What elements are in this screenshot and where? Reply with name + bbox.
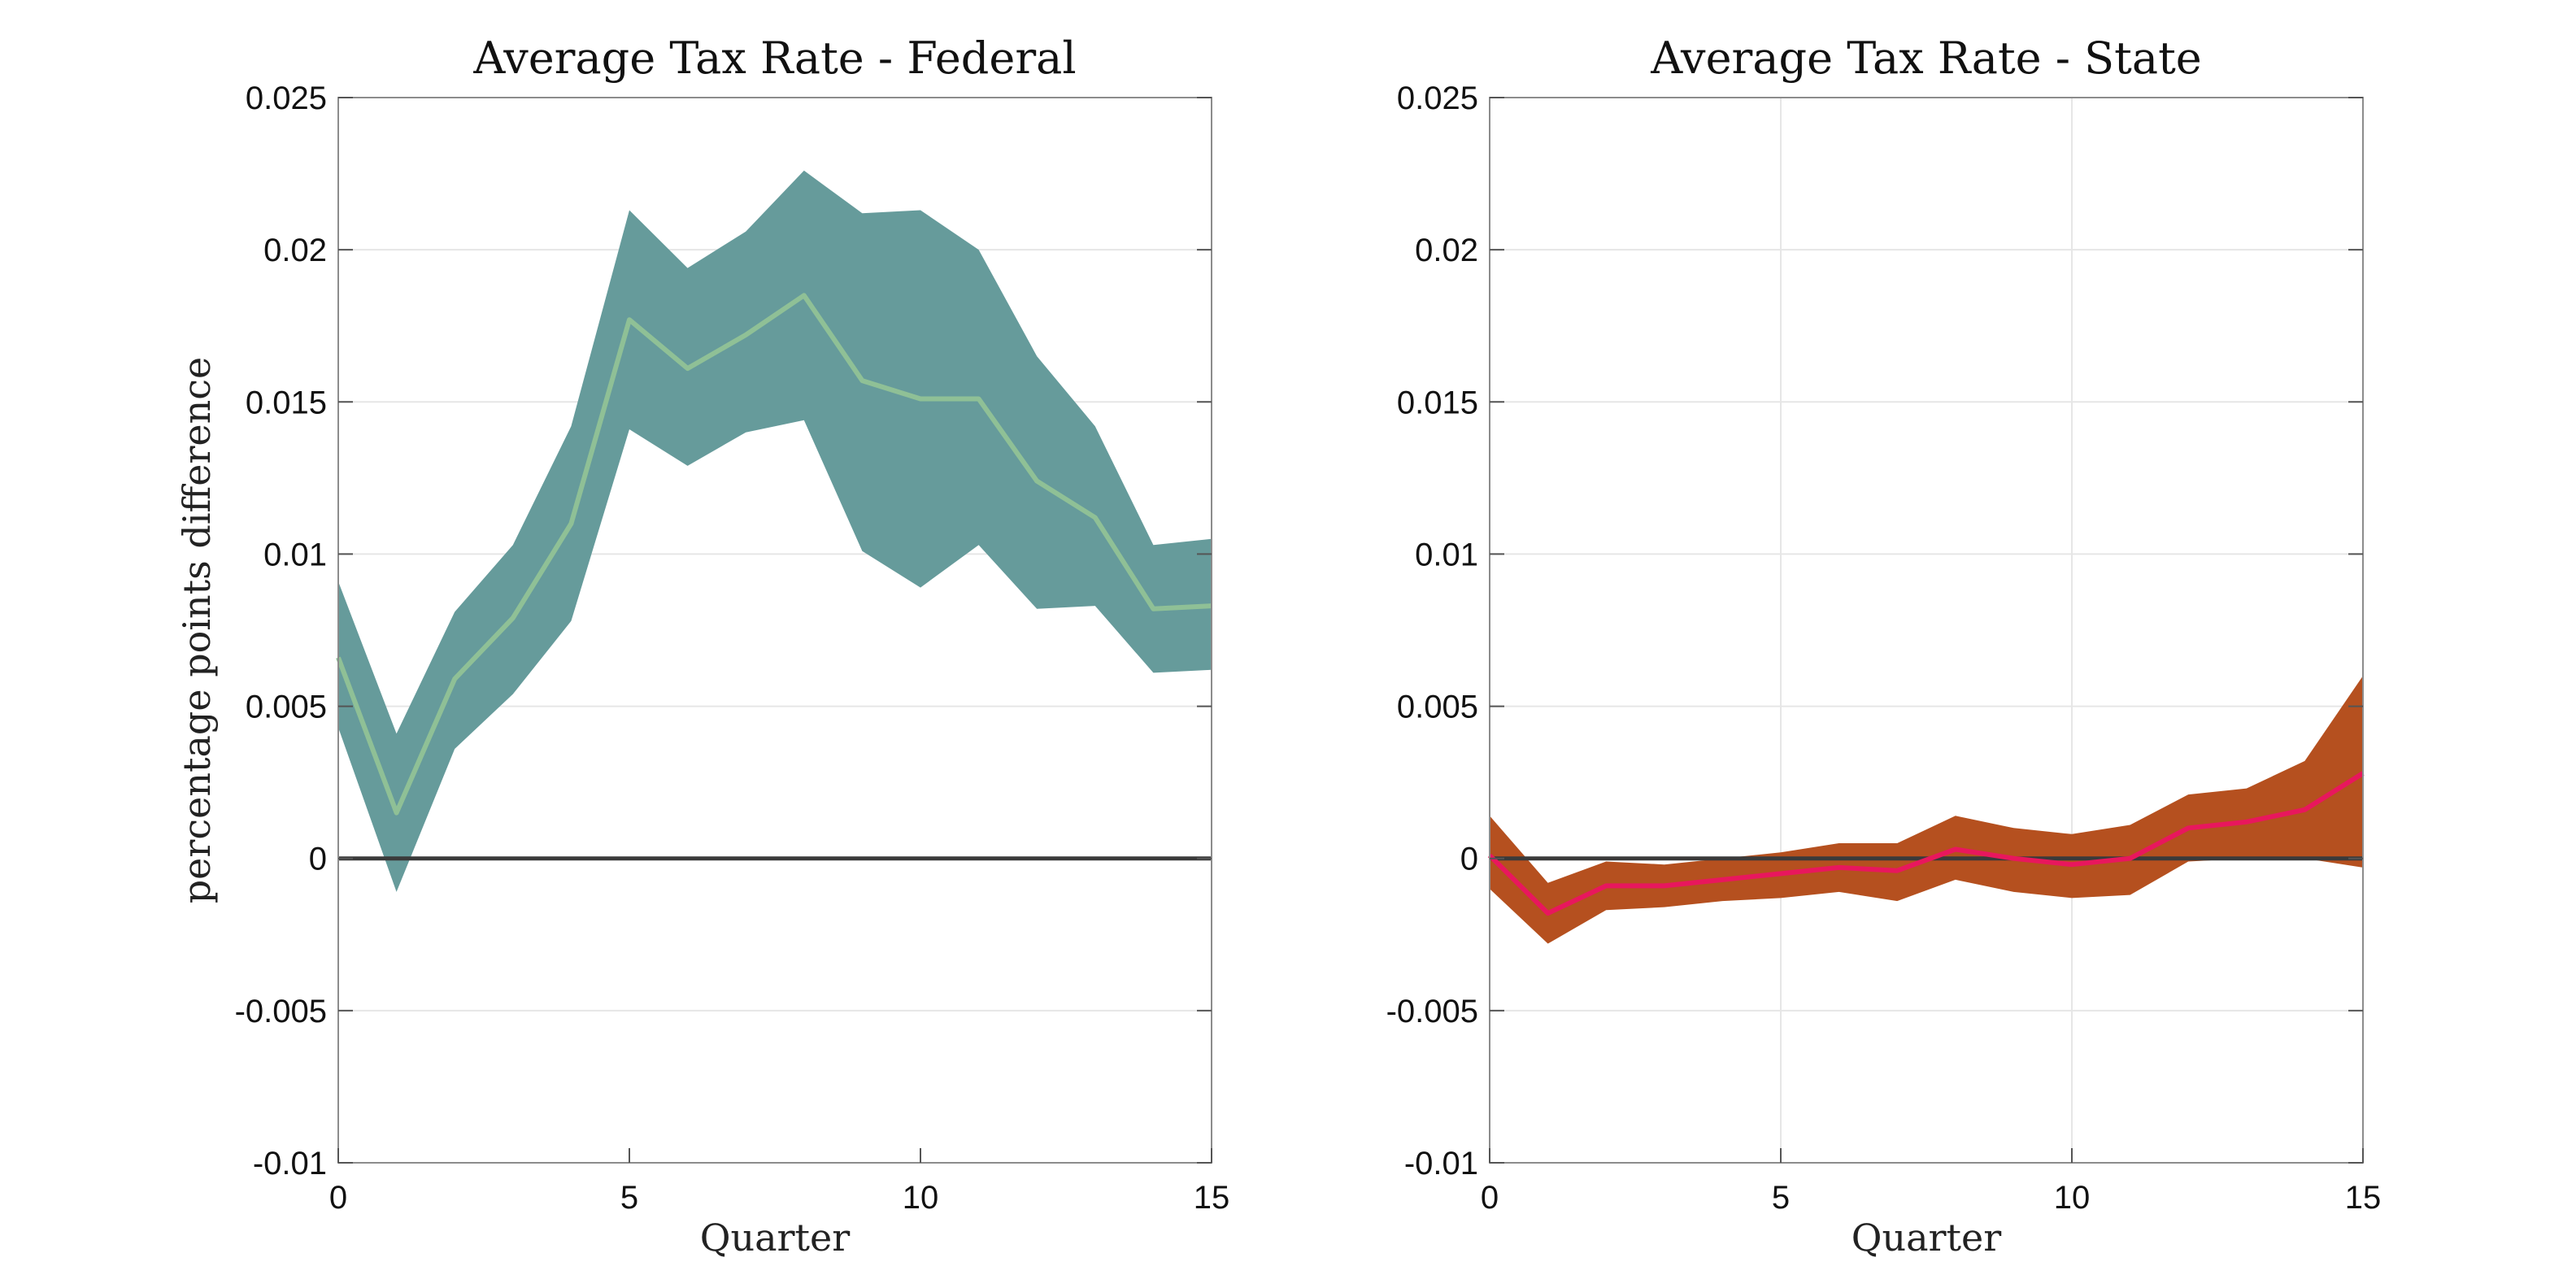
- panel-2-x-axis-label: Quarter: [1852, 1216, 2001, 1260]
- panel-1-axes-frame: [337, 97, 1212, 1164]
- panel-1-x-tick-label: 0: [329, 1180, 347, 1216]
- panel-2-y-tick-label: -0.01: [1404, 1146, 1478, 1181]
- panel-2-y-tick-label: 0.025: [1397, 80, 1478, 116]
- panel-1-y-tick-label: 0.02: [263, 233, 327, 268]
- panel-2-x-tick-label: 0: [1481, 1180, 1499, 1216]
- panel-2-y-tick-label: 0.01: [1415, 537, 1478, 572]
- panel-1-y-tick-label: -0.005: [235, 994, 327, 1029]
- panel-2-y-tick-label: -0.005: [1386, 994, 1478, 1029]
- panel-1-y-tick-label: 0.005: [246, 690, 327, 725]
- panel-2-y-tick-label: 0: [1460, 842, 1478, 877]
- panel-1-title: Average Tax Rate - Federal: [472, 33, 1076, 84]
- panel-2-y-tick-label: 0.015: [1397, 385, 1478, 420]
- panel-1-y-tick-label: -0.01: [253, 1146, 327, 1181]
- panel-1-estimate-line: [336, 293, 1212, 816]
- panel-1-x-tick-label: 10: [903, 1180, 939, 1216]
- panel-1-y-tick-label: 0.025: [246, 80, 327, 116]
- panel-1-y-axis-label: percentage points difference: [175, 357, 219, 904]
- panel-2-x-tick-label: 10: [2054, 1180, 2091, 1216]
- panel-2-x-tick-label: 15: [2345, 1180, 2382, 1216]
- panel-1-y-tick-label: 0.01: [263, 537, 327, 572]
- panel-2-y-tick-label: 0.005: [1397, 690, 1478, 725]
- panel-2-estimate-line: [1487, 771, 2365, 916]
- panel-1-x-tick-label: 5: [620, 1180, 638, 1216]
- panel-2-confidence-band: [1490, 676, 2363, 944]
- panel-2-title: Average Tax Rate - State: [1650, 33, 2201, 84]
- panel-2-x-tick-label: 5: [1772, 1180, 1790, 1216]
- panel-1-x-tick-label: 15: [1194, 1180, 1230, 1216]
- panel-1-confidence-band: [338, 170, 1212, 892]
- panel-2-axes-frame: [1489, 97, 2364, 1164]
- panel-1-x-axis-label: Quarter: [700, 1216, 850, 1260]
- panel-2-y-tick-label: 0.02: [1415, 233, 1478, 268]
- panel-1-y-tick-label: 0: [309, 842, 327, 877]
- panel-1-y-tick-label: 0.015: [246, 385, 327, 420]
